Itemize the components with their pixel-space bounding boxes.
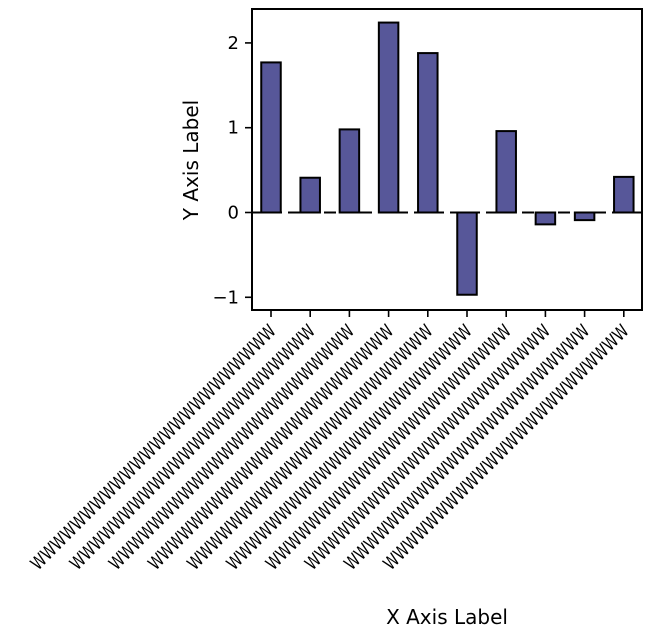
bar-3 — [338, 128, 361, 214]
y-tick-label: 0 — [228, 202, 239, 223]
bar-7 — [495, 130, 517, 214]
bar-5 — [417, 52, 439, 214]
y-tick-label: −1 — [212, 287, 239, 308]
bar-1 — [260, 61, 282, 214]
x-axis-label: X Axis Label — [386, 605, 508, 629]
y-axis-ticks: −1 0 1 2 — [212, 33, 252, 308]
y-tick-label: 2 — [228, 33, 239, 54]
bars-group — [260, 21, 635, 296]
bar-6 — [456, 211, 478, 296]
bar-8 — [534, 211, 557, 226]
y-axis-label: Y Axis Label — [179, 100, 203, 221]
plot-frame — [251, 8, 643, 311]
bar-10 — [613, 175, 635, 214]
x-axis-ticks: WWWWWWWWWWWWWWWWWWWWWWWWWWWWWWWWWWWWWWWW… — [27, 310, 633, 575]
y-tick-label: 1 — [228, 118, 239, 139]
bar-2 — [299, 176, 321, 214]
bar-4 — [377, 21, 400, 214]
bar-9 — [573, 211, 596, 222]
